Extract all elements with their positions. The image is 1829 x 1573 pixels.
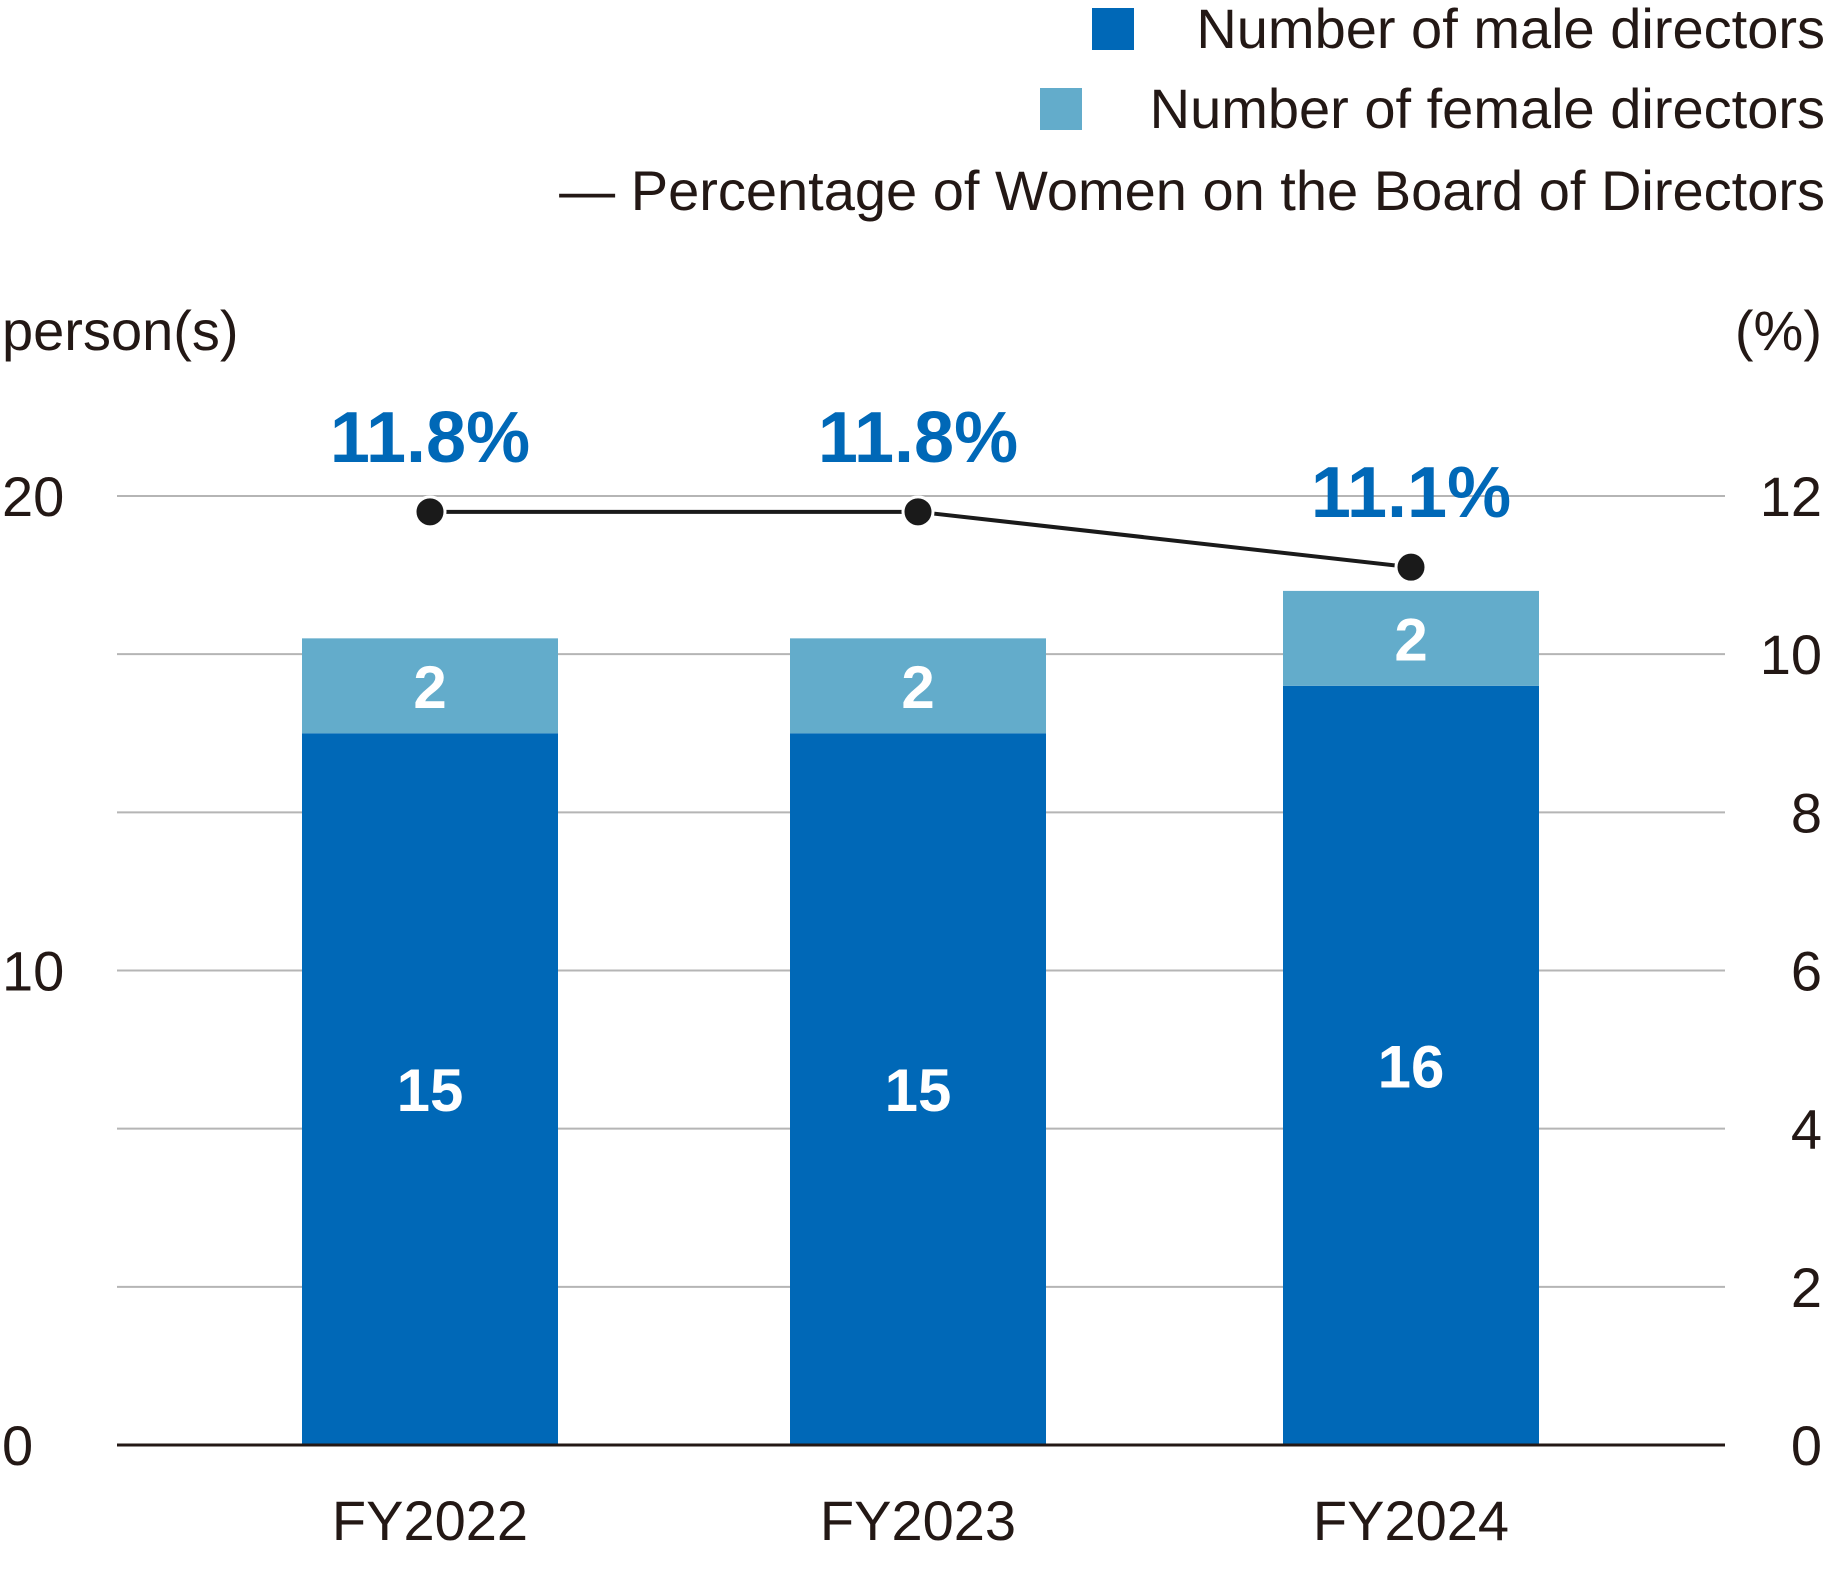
y-axis-tick-label: 0 xyxy=(2,1414,33,1477)
y2-axis-tick-label: 0 xyxy=(1791,1414,1822,1477)
legend-female-label: Number of female directors xyxy=(1150,77,1825,140)
y2-axis-tick-label: 10 xyxy=(1760,623,1822,686)
legend-female-swatch xyxy=(1040,88,1082,130)
x-axis-categories: FY2022 FY2023 FY2024 xyxy=(332,1489,1509,1552)
y2-axis-tick-label: 2 xyxy=(1791,1256,1822,1319)
x-axis-category-label: FY2022 xyxy=(332,1489,528,1552)
percentage-value-label: 11.8% xyxy=(818,398,1018,478)
legend-male-label: Number of male directors xyxy=(1196,0,1825,60)
y-axis-tick-label: 20 xyxy=(2,465,64,528)
percentage-value-label: 11.1% xyxy=(1311,453,1511,533)
percentage-line-point xyxy=(1394,550,1428,584)
y-axis-ticks: 0 10 20 xyxy=(2,465,64,1477)
y2-axis-unit-label: (%) xyxy=(1735,299,1822,362)
y-axis-unit-label: person(s) xyxy=(2,299,239,362)
x-axis-category-label: FY2023 xyxy=(820,1489,1016,1552)
y2-axis-tick-label: 6 xyxy=(1791,940,1822,1003)
y2-axis-tick-label: 12 xyxy=(1760,465,1822,528)
legend-line-label: — Percentage of Women on the Board of Di… xyxy=(559,159,1825,222)
bar-female xyxy=(790,638,1046,734)
bar-female xyxy=(1283,590,1539,686)
y2-axis-tick-label: 8 xyxy=(1791,781,1822,844)
bar-male xyxy=(302,733,558,1445)
bar-male xyxy=(790,733,1046,1445)
bar-male-value-label: 15 xyxy=(397,1057,464,1124)
bar-female-value-label: 2 xyxy=(413,654,446,721)
percentage-line: 11.8% 11.8% 11.1% xyxy=(330,398,1511,584)
y-axis-tick-label: 10 xyxy=(2,940,64,1003)
bar-male-value-label: 15 xyxy=(885,1057,952,1124)
y2-axis-ticks: 0 2 4 6 8 10 12 xyxy=(1760,465,1822,1477)
legend: Number of male directors Number of femal… xyxy=(559,0,1825,222)
percentage-line-point xyxy=(413,495,447,529)
percentage-line-point xyxy=(901,495,935,529)
bars: 15 2 15 2 16 2 xyxy=(302,590,1539,1445)
legend-male-swatch xyxy=(1092,8,1134,50)
bar-male-value-label: 16 xyxy=(1378,1033,1445,1100)
bar-female xyxy=(302,638,558,734)
bar-female-value-label: 2 xyxy=(901,654,934,721)
percentage-value-label: 11.8% xyxy=(330,398,530,478)
bar-female-value-label: 2 xyxy=(1394,606,1427,673)
y2-axis-tick-label: 4 xyxy=(1791,1098,1822,1161)
x-axis-category-label: FY2024 xyxy=(1313,1489,1509,1552)
bar-male xyxy=(1283,685,1539,1445)
